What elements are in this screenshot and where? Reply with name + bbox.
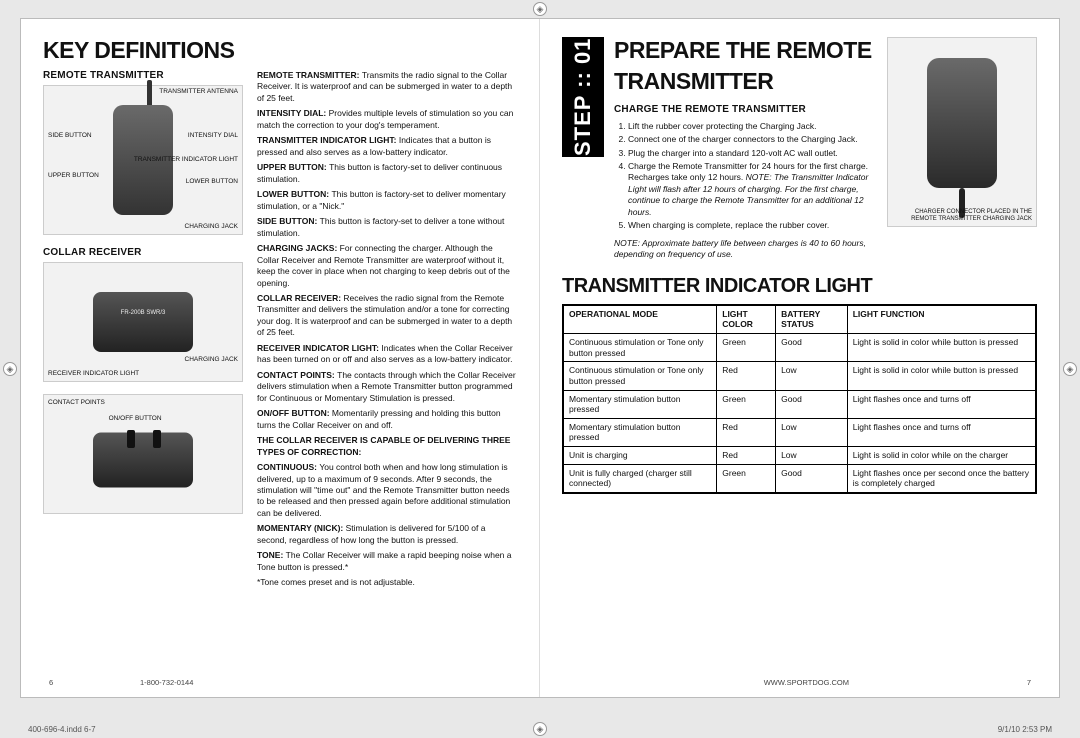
table-cell: Red	[717, 418, 776, 446]
charge-step: When charging is complete, replace the r…	[628, 220, 877, 231]
table-cell: Light is solid in color while button is …	[847, 334, 1036, 362]
charge-heading: Charge the Remote Transmitter	[614, 103, 877, 117]
label-antenna: Transmitter Antenna	[159, 88, 238, 95]
page-right: STEP :: 01 Prepare the Remote Transmitte…	[540, 19, 1059, 697]
definition-item: On/Off Button: Momentarily pressing and …	[257, 408, 517, 431]
table-cell: Momentary stimulation button pressed	[563, 390, 717, 418]
label-transmitter-light: Transmitter Indicator Light	[134, 156, 238, 163]
table-row: Unit is chargingRedLowLight is solid in …	[563, 447, 1036, 465]
correction-type-item: Momentary (Nick): Stimulation is deliver…	[257, 523, 517, 546]
label-upper-button: Upper Button	[48, 172, 99, 179]
definition-item: Charging Jacks: For connecting the charg…	[257, 243, 517, 289]
charge-step: Charge the Remote Transmitter for 24 hou…	[628, 161, 877, 218]
definition-item: Receiver Indicator Light: Indicates when…	[257, 343, 517, 366]
correction-types-heading: The Collar Receiver is capable of delive…	[257, 435, 510, 456]
table-row: Momentary stimulation button pressedRedL…	[563, 418, 1036, 446]
table-header-cell: Light Function	[847, 305, 1036, 334]
table-row: Continuous stimulation or Tone only butt…	[563, 334, 1036, 362]
page-left: Key Definitions Remote Transmitter Trans…	[21, 19, 540, 697]
charge-steps-list: Lift the rubber cover protecting the Cha…	[628, 121, 877, 232]
label-charging-jack: Charging Jack	[185, 223, 238, 230]
key-definitions-title: Key Definitions	[43, 37, 517, 64]
definition-item: Contact Points: The contacts through whi…	[257, 370, 517, 404]
manual-spread: Key Definitions Remote Transmitter Trans…	[20, 18, 1060, 698]
table-cell: Light flashes once and turns off	[847, 390, 1036, 418]
table-row: Momentary stimulation button pressedGree…	[563, 390, 1036, 418]
page-number-left: 6	[49, 678, 53, 687]
remote-transmitter-heading: Remote Transmitter	[43, 70, 243, 81]
table-cell: Light is solid in color while button is …	[847, 362, 1036, 390]
page-number-right: 7	[1027, 678, 1031, 687]
table-cell: Green	[717, 334, 776, 362]
indicator-light-table: Operational ModeLight ColorBattery Statu…	[562, 304, 1037, 494]
definition-item: Upper Button: This button is factory-set…	[257, 162, 517, 185]
step-content: Prepare the Remote Transmitter Charge th…	[614, 37, 877, 261]
collar-receiver-figure-1: FR-200B SWR/3 Receiver Indicator Light C…	[43, 262, 243, 382]
phone-number: 1-800-732-0144	[140, 678, 193, 687]
collar-receiver-heading: Collar Receiver	[43, 247, 243, 258]
table-cell: Good	[776, 334, 848, 362]
table-cell: Green	[717, 464, 776, 493]
table-cell: Good	[776, 464, 848, 493]
table-cell: Light flashes once per second once the b…	[847, 464, 1036, 493]
step-badge: STEP :: 01	[562, 37, 604, 157]
indd-timestamp: 9/1/10 2:53 PM	[998, 725, 1052, 734]
indicator-light-title: Transmitter Indicator Light	[562, 275, 1037, 298]
table-cell: Continuous stimulation or Tone only butt…	[563, 362, 717, 390]
table-cell: Continuous stimulation or Tone only butt…	[563, 334, 717, 362]
table-cell: Green	[717, 390, 776, 418]
definition-item: Remote Transmitter: Transmits the radio …	[257, 70, 517, 104]
label-contact-points: Contact Points	[48, 399, 105, 406]
definition-item: Collar Receiver: Receives the radio sign…	[257, 293, 517, 339]
table-row: Continuous stimulation or Tone only butt…	[563, 362, 1036, 390]
label-collar-charging-jack: Charging Jack	[185, 356, 238, 363]
table-cell: Light flashes once and turns off	[847, 418, 1036, 446]
crop-mark-left: ◈	[3, 362, 17, 376]
table-cell: Low	[776, 418, 848, 446]
indd-filename: 400-696-4.indd 6-7	[28, 725, 96, 734]
table-cell: Unit is fully charged (charger still con…	[563, 464, 717, 493]
table-cell: Low	[776, 447, 848, 465]
website-url: WWW.SPORTDOG.COM	[764, 678, 849, 687]
correction-type-item: Continuous: You control both when and ho…	[257, 462, 517, 519]
table-cell: Low	[776, 362, 848, 390]
correction-type-item: Tone: The Collar Receiver will make a ra…	[257, 550, 517, 573]
definition-item: Lower Button: This button is factory-set…	[257, 189, 517, 212]
table-header-cell: Light Color	[717, 305, 776, 334]
definition-item: Transmitter Indicator Light: Indicates t…	[257, 135, 517, 158]
charge-step: Connect one of the charger connectors to…	[628, 134, 877, 145]
prepare-title: Prepare the Remote Transmitter	[614, 35, 877, 97]
charge-step: Lift the rubber cover protecting the Cha…	[628, 121, 877, 132]
transmitter-charging-figure: Charger connector placed in the Remote T…	[887, 37, 1037, 227]
collar-receiver-figure-2: Contact Points On/Off Button	[43, 394, 243, 514]
label-collar-model: FR-200B SWR/3	[121, 310, 166, 317]
remote-transmitter-figure: Transmitter Antenna Intensity Dial Trans…	[43, 85, 243, 235]
crop-mark-top: ◈	[533, 2, 547, 16]
tone-footnote: *Tone comes preset and is not adjustable…	[257, 577, 517, 588]
label-onoff-button: On/Off Button	[109, 415, 162, 422]
charge-step: Plug the charger into a standard 120-vol…	[628, 148, 877, 159]
table-header-row: Operational ModeLight ColorBattery Statu…	[563, 305, 1036, 334]
table-cell: Red	[717, 362, 776, 390]
table-header-cell: Battery Status	[776, 305, 848, 334]
table-cell: Unit is charging	[563, 447, 717, 465]
table-cell: Red	[717, 447, 776, 465]
crop-mark-right: ◈	[1063, 362, 1077, 376]
label-side-button: Side Button	[48, 132, 92, 139]
table-header-cell: Operational Mode	[563, 305, 717, 334]
charging-figure-caption: Charger connector placed in the Remote T…	[888, 209, 1032, 222]
label-intensity-dial: Intensity Dial	[188, 132, 238, 139]
label-lower-button: Lower Button	[186, 178, 238, 185]
battery-note: NOTE: Approximate battery life between c…	[614, 238, 877, 261]
table-cell: Good	[776, 390, 848, 418]
crop-mark-bottom: ◈	[533, 722, 547, 736]
definition-item: Side Button: This button is factory-set …	[257, 216, 517, 239]
definitions-text: Remote Transmitter: Transmits the radio …	[257, 70, 517, 593]
diagram-column: Remote Transmitter Transmitter Antenna I…	[43, 70, 243, 593]
label-receiver-light: Receiver Indicator Light	[48, 370, 139, 377]
table-row: Unit is fully charged (charger still con…	[563, 464, 1036, 493]
definition-item: Intensity Dial: Provides multiple levels…	[257, 108, 517, 131]
table-cell: Momentary stimulation button pressed	[563, 418, 717, 446]
table-cell: Light is solid in color while on the cha…	[847, 447, 1036, 465]
